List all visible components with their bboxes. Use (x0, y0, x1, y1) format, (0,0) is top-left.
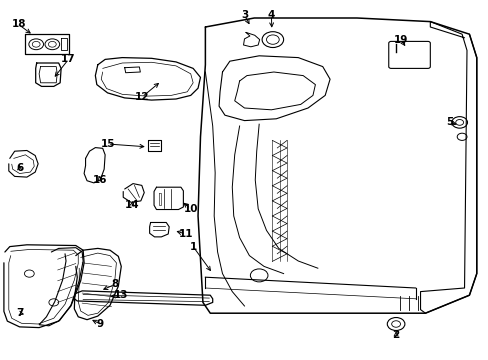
Text: 10: 10 (183, 204, 198, 214)
Text: 12: 12 (134, 92, 149, 102)
Text: 4: 4 (267, 10, 275, 20)
Text: 2: 2 (392, 330, 399, 340)
Text: 7: 7 (16, 308, 23, 318)
Text: 3: 3 (241, 10, 247, 20)
Text: 11: 11 (178, 229, 193, 239)
Text: 14: 14 (124, 200, 139, 210)
Text: 15: 15 (100, 139, 115, 149)
Text: 16: 16 (93, 175, 107, 185)
Text: 5: 5 (446, 117, 452, 127)
Text: 17: 17 (61, 54, 76, 64)
Text: 19: 19 (393, 35, 407, 45)
Text: 1: 1 (189, 242, 196, 252)
Text: 6: 6 (16, 163, 23, 174)
Text: 13: 13 (114, 290, 128, 300)
Text: 8: 8 (111, 279, 118, 289)
Text: 9: 9 (97, 319, 103, 329)
Text: 18: 18 (11, 19, 26, 30)
